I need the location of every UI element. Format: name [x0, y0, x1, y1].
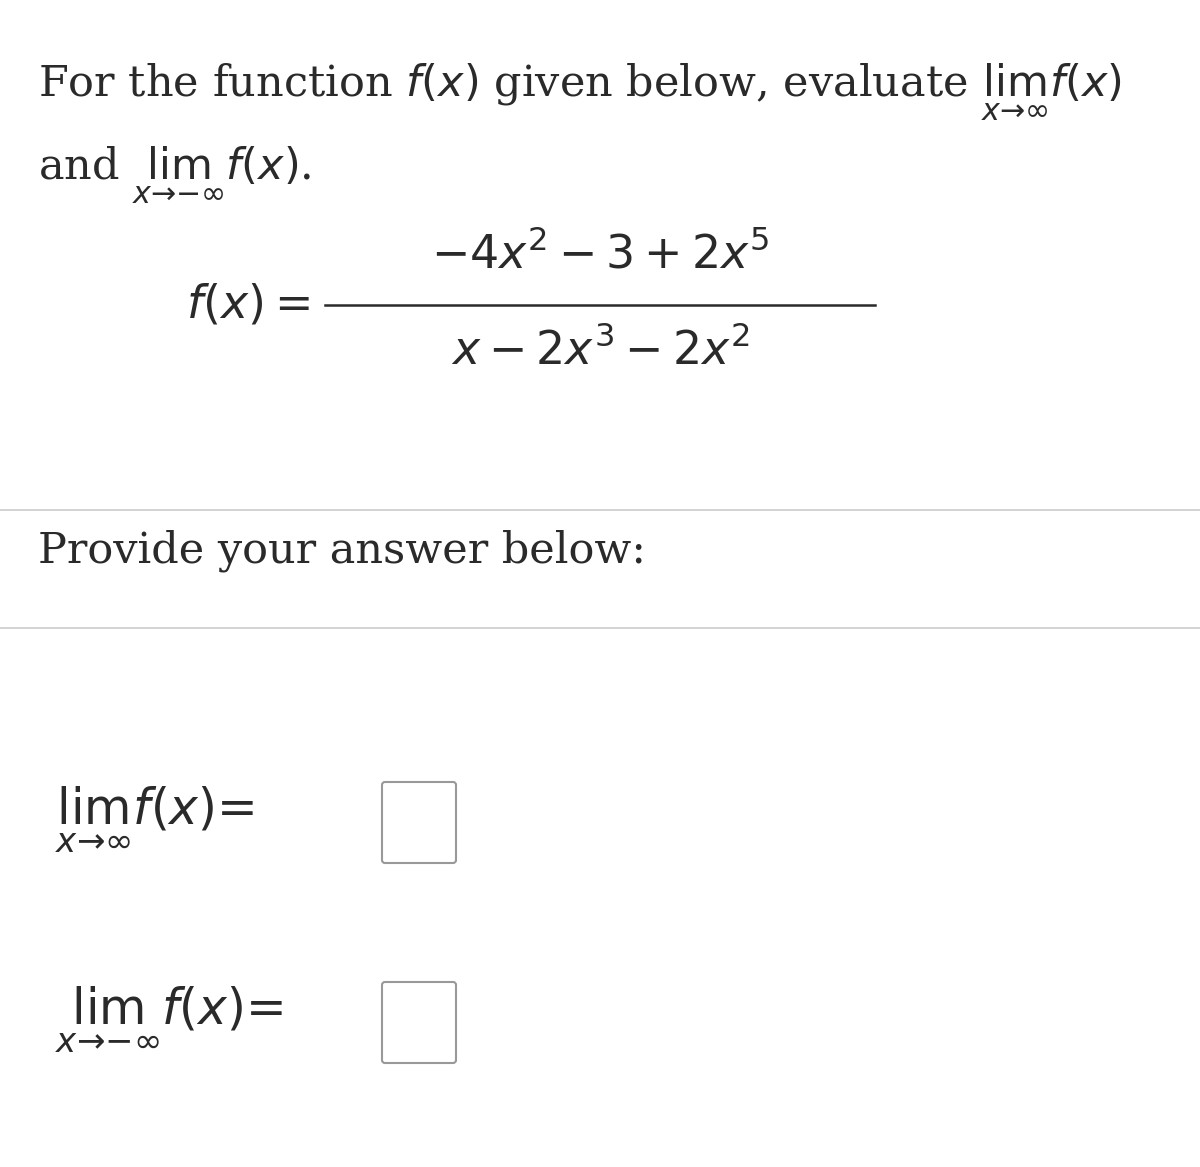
Text: and $\lim_{x \to -\infty} f(x)$.: and $\lim_{x \to -\infty} f(x)$. — [38, 145, 312, 207]
Text: $-4x^2 - 3 + 2x^5$: $-4x^2 - 3 + 2x^5$ — [431, 232, 769, 278]
Text: $\lim_{x \to -\infty} f(x) = $: $\lim_{x \to -\infty} f(x) = $ — [55, 985, 283, 1055]
Text: Provide your answer below:: Provide your answer below: — [38, 530, 646, 573]
Text: $x - 2x^3 - 2x^2$: $x - 2x^3 - 2x^2$ — [451, 328, 749, 373]
FancyBboxPatch shape — [382, 981, 456, 1063]
Text: $\lim_{x \to \infty} f(x) = $: $\lim_{x \to \infty} f(x) = $ — [55, 785, 254, 855]
FancyBboxPatch shape — [382, 782, 456, 864]
Text: $f(x) = $: $f(x) = $ — [186, 282, 310, 328]
Text: For the function $f(x)$ given below, evaluate $\lim_{x \to \infty} f(x)$: For the function $f(x)$ given below, eva… — [38, 62, 1122, 124]
